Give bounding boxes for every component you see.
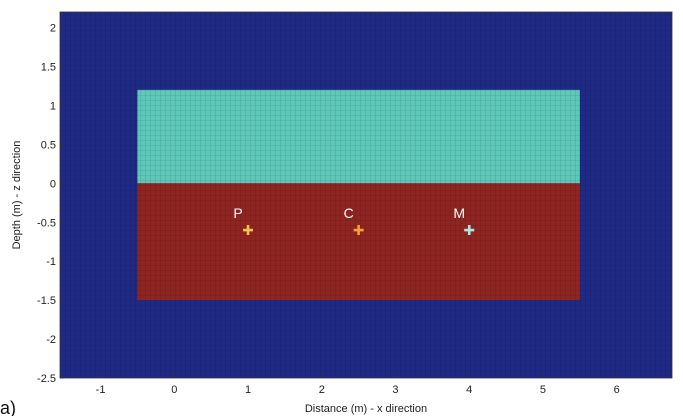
point-c: C bbox=[344, 205, 364, 236]
point-marker bbox=[353, 225, 364, 236]
y-axis-label: Depth (m) - z direction bbox=[11, 141, 23, 250]
y-tick-label: -2.5 bbox=[37, 373, 56, 385]
point-m: M bbox=[453, 205, 475, 236]
y-axis-ticks: 2 1.5 1 0.5 0 -0.5 -1 -1.5 -2 -2.5 bbox=[37, 23, 64, 385]
x-tick-label: 6 bbox=[614, 384, 620, 396]
panel-label: a) bbox=[0, 398, 16, 416]
point-marker bbox=[464, 225, 475, 236]
y-tick-label: -0.5 bbox=[37, 217, 56, 229]
x-tick-label: 5 bbox=[540, 384, 546, 396]
x-tick-label: 1 bbox=[245, 384, 251, 396]
y-tick-label: 2 bbox=[50, 23, 56, 35]
point-label: C bbox=[344, 205, 354, 221]
y-tick-label: 1 bbox=[50, 100, 56, 112]
point-marker bbox=[243, 225, 254, 236]
x-axis-label: Distance (m) - x direction bbox=[305, 403, 427, 415]
x-tick-label: 2 bbox=[319, 384, 325, 396]
x-tick-label: 4 bbox=[466, 384, 472, 396]
y-tick-label: 0 bbox=[50, 178, 56, 190]
x-axis-ticks: -1 0 1 2 3 4 5 6 bbox=[96, 374, 620, 396]
x-tick-label: 0 bbox=[171, 384, 177, 396]
y-tick-label: 0.5 bbox=[41, 139, 56, 151]
y-tick-label: 1.5 bbox=[41, 62, 56, 74]
axes-frame bbox=[59, 11, 673, 379]
point-p: P bbox=[233, 205, 254, 236]
x-tick-label: -1 bbox=[96, 384, 106, 396]
point-label: P bbox=[233, 205, 242, 221]
point-label: M bbox=[453, 205, 465, 221]
y-tick-label: -2 bbox=[46, 334, 56, 346]
plot-area bbox=[59, 11, 673, 379]
x-tick-label: 3 bbox=[392, 384, 398, 396]
y-tick-label: -1.5 bbox=[37, 295, 56, 307]
mesh-grid bbox=[60, 12, 672, 378]
y-tick-label: -1 bbox=[46, 256, 56, 268]
